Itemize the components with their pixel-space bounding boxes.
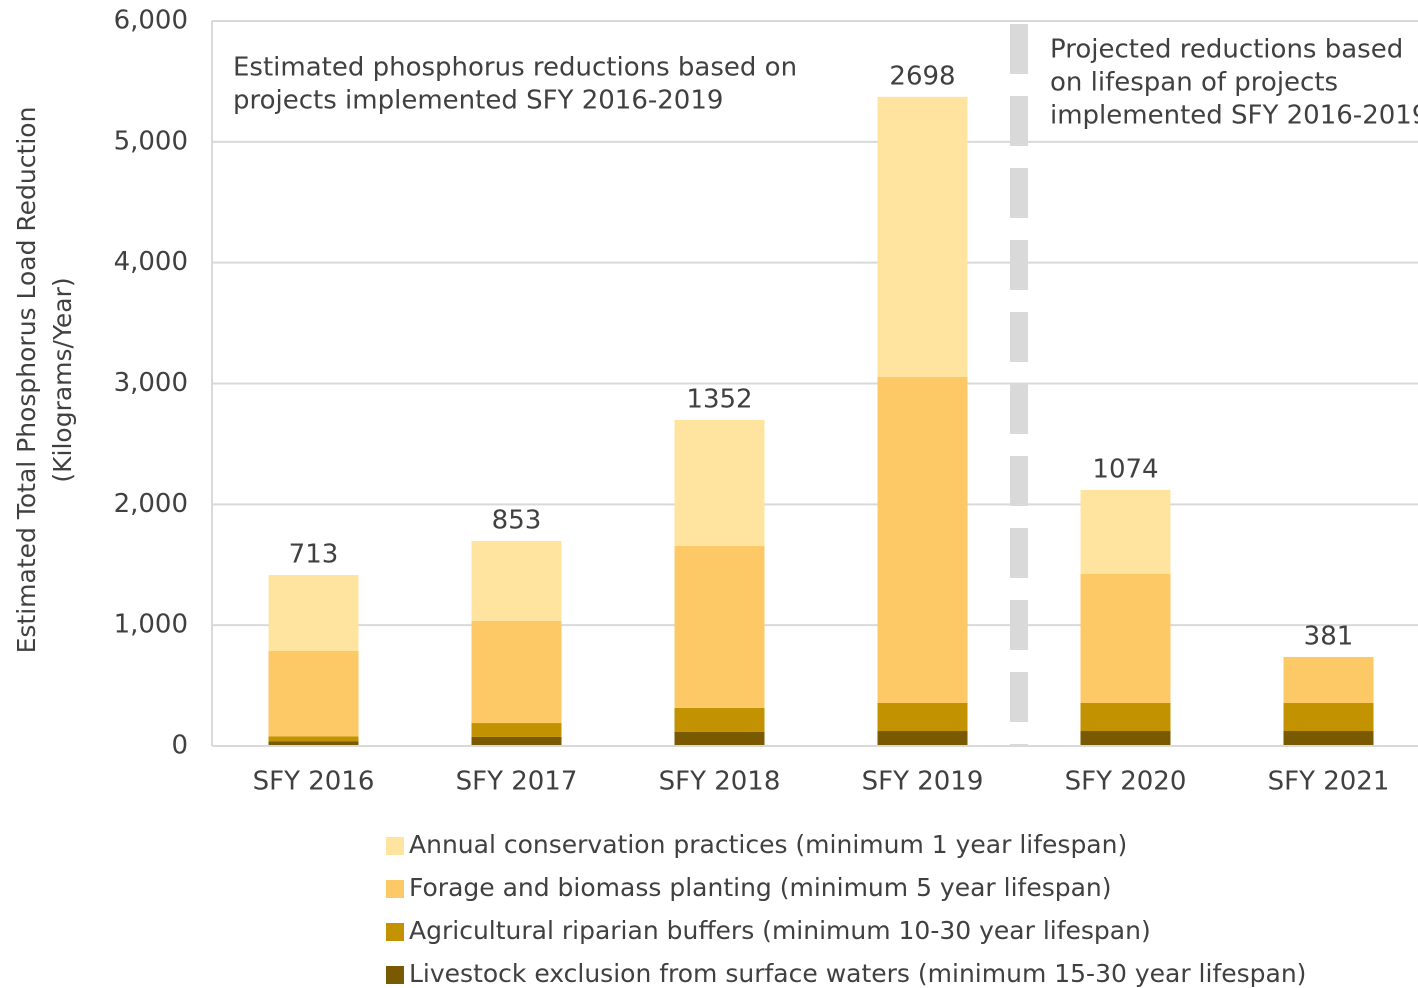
y-tick-label: 5,000 [114, 126, 188, 156]
y-tick-label: 4,000 [114, 247, 188, 277]
bar-segment [877, 96, 968, 377]
bar-segment [877, 702, 968, 732]
bar-segment [1080, 702, 1171, 732]
bar-segment [674, 707, 765, 732]
x-tick-label: SFY 2018 [659, 767, 781, 797]
bar-segment [877, 376, 968, 703]
annotation: on lifespan of projects [1050, 68, 1338, 98]
bar-segment [1080, 489, 1171, 574]
bar-segment [1080, 731, 1171, 746]
annotation: Estimated phosphorus reductions based on [233, 53, 797, 83]
total-label: 381 [1304, 621, 1354, 651]
bar-segment [877, 731, 968, 746]
annotation: projects implemented SFY 2016-2019 [233, 86, 723, 116]
bar-segment [471, 723, 562, 737]
bar-segment [674, 546, 765, 708]
total-label: 2698 [889, 61, 955, 91]
annotation: implemented SFY 2016-2019 [1050, 101, 1418, 131]
total-label: 713 [289, 540, 339, 570]
bar-segment [1283, 656, 1374, 703]
x-tick-label: SFY 2016 [253, 767, 375, 797]
legend-label: Agricultural riparian buffers (minimum 1… [409, 916, 1151, 945]
bar-segment [268, 741, 359, 746]
bar-segment [471, 736, 562, 746]
legend-swatch [386, 837, 404, 855]
y-tick-label: 2,000 [114, 489, 188, 519]
x-tick-label: SFY 2017 [456, 767, 578, 797]
y-tick-label: 0 [171, 731, 188, 761]
y-axis-label: (Kilograms/Year) [48, 277, 77, 482]
bar-segment [674, 419, 765, 547]
x-tick-label: SFY 2020 [1065, 767, 1187, 797]
bar-segment [1283, 731, 1374, 746]
bar-segment [268, 575, 359, 652]
x-tick-label: SFY 2019 [862, 767, 984, 797]
bar-segment [674, 731, 765, 746]
y-tick-label: 6,000 [114, 6, 188, 36]
x-tick-label: SFY 2021 [1268, 767, 1390, 797]
total-label: 1074 [1092, 454, 1158, 484]
bar-segment [268, 651, 359, 737]
bar-segment [471, 540, 562, 621]
legend-label: Forage and biomass planting (minimum 5 y… [409, 873, 1112, 902]
legend-swatch [386, 966, 404, 984]
y-axis-label: Estimated Total Phosphorus Load Reductio… [12, 107, 41, 654]
total-label: 1352 [686, 384, 752, 414]
legend-swatch [386, 880, 404, 898]
legend-swatch [386, 923, 404, 941]
total-label: 853 [492, 505, 542, 535]
y-tick-label: 3,000 [114, 368, 188, 398]
legend: Annual conservation practices (minimum 1… [386, 830, 1306, 988]
legend-label: Livestock exclusion from surface waters … [409, 959, 1306, 988]
bar-segment [471, 620, 562, 724]
bar-segment [1283, 702, 1374, 732]
y-tick-label: 1,000 [114, 610, 188, 640]
legend-label: Annual conservation practices (minimum 1… [409, 830, 1127, 859]
bar-segment [1080, 573, 1171, 703]
annotation: Projected reductions based [1050, 35, 1403, 65]
bar-segment [268, 736, 359, 742]
